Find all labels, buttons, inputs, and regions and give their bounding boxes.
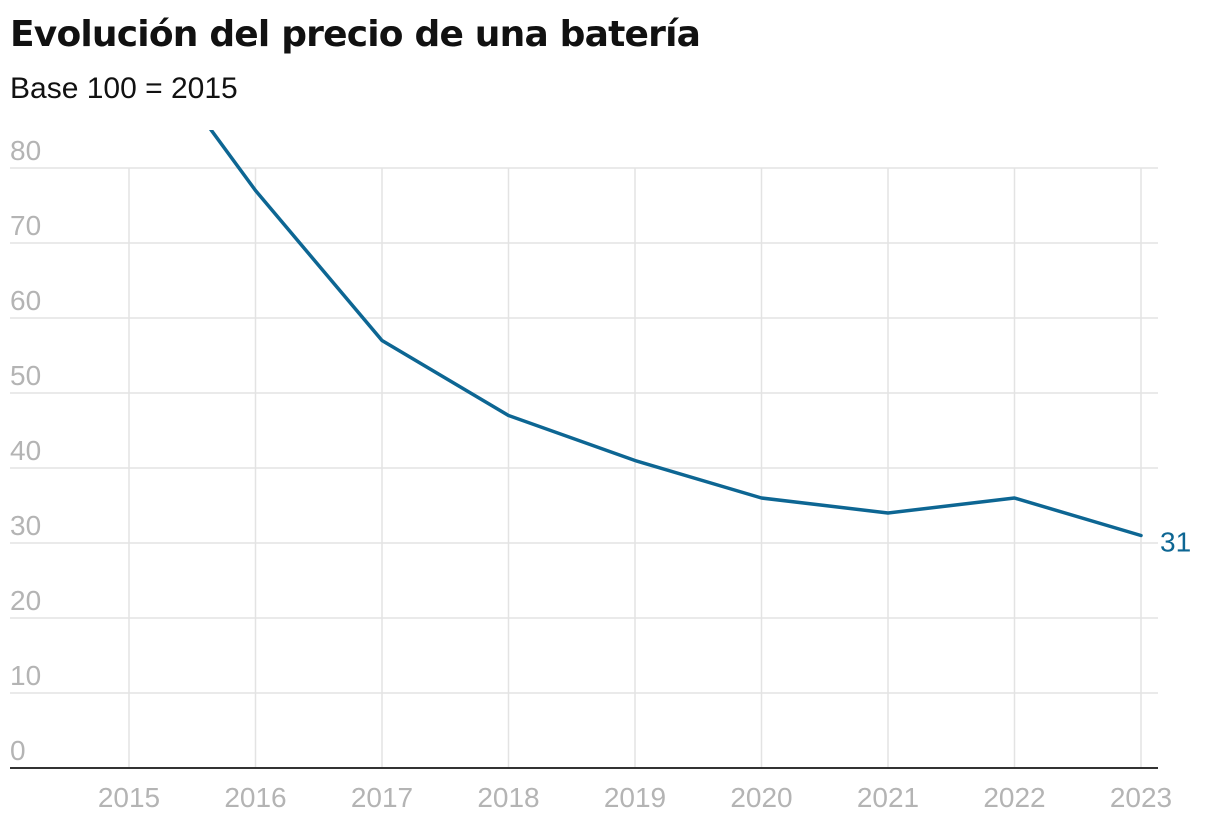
y-tick-label-70: 70 bbox=[10, 210, 41, 241]
y-tick-label-40: 40 bbox=[10, 435, 41, 466]
y-tick-label-10: 10 bbox=[10, 660, 41, 691]
series-line-0 bbox=[208, 130, 1143, 538]
chart-title: Evolución del precio de una batería bbox=[10, 14, 701, 55]
y-tick-label-0: 0 bbox=[10, 735, 26, 766]
y-tick-label-20: 20 bbox=[10, 585, 41, 616]
end-value-label: 31 bbox=[1160, 527, 1191, 558]
chart-subtitle: Base 100 = 2015 bbox=[10, 72, 238, 105]
x-tick-label-2017: 2017 bbox=[351, 782, 413, 813]
y-tick-label-50: 50 bbox=[10, 360, 41, 391]
x-tick-label-2016: 2016 bbox=[224, 782, 286, 813]
y-tick-label-30: 30 bbox=[10, 510, 41, 541]
x-tick-label-2018: 2018 bbox=[477, 782, 539, 813]
x-tick-label-2020: 2020 bbox=[730, 782, 792, 813]
x-tick-label-2015: 2015 bbox=[98, 782, 160, 813]
x-tick-label-2022: 2022 bbox=[983, 782, 1045, 813]
y-tick-label-60: 60 bbox=[10, 285, 41, 316]
y-tick-label-80: 80 bbox=[10, 135, 41, 166]
x-tick-label-2023: 2023 bbox=[1110, 782, 1172, 813]
x-tick-label-2019: 2019 bbox=[604, 782, 666, 813]
x-tick-label-2021: 2021 bbox=[857, 782, 919, 813]
